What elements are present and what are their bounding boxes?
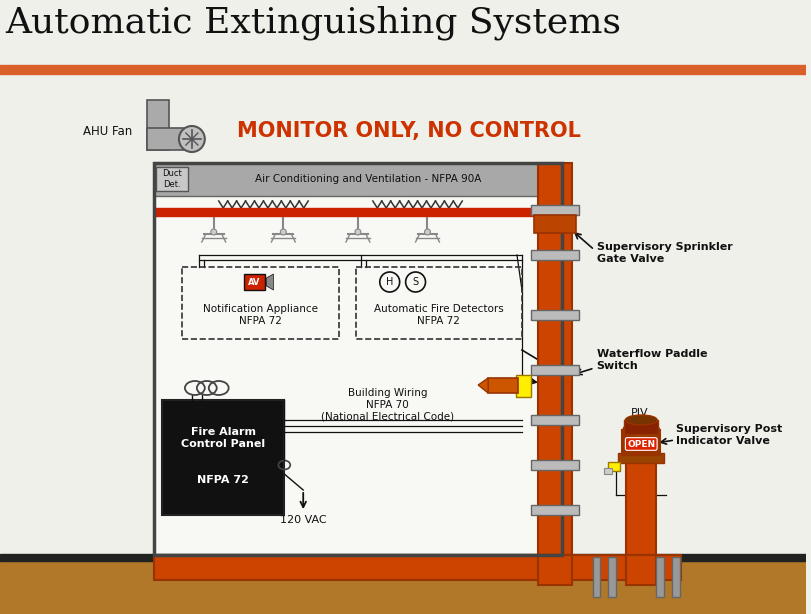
Bar: [147, 100, 169, 150]
Bar: [531, 205, 578, 215]
Text: Building Wiring
NFPA 70
(National Electrical Code): Building Wiring NFPA 70 (National Electr…: [321, 389, 454, 422]
Bar: [608, 462, 620, 471]
Ellipse shape: [625, 415, 657, 425]
Bar: [538, 163, 572, 555]
Bar: [154, 555, 681, 580]
Bar: [531, 365, 578, 375]
Text: Automatic Extinguishing Systems: Automatic Extinguishing Systems: [5, 5, 621, 39]
Circle shape: [281, 229, 286, 235]
Bar: [162, 400, 285, 515]
Text: MONITOR ONLY, NO CONTROL: MONITOR ONLY, NO CONTROL: [237, 121, 581, 141]
Bar: [618, 453, 664, 463]
Bar: [516, 375, 531, 397]
Text: Duct
Det.: Duct Det.: [162, 169, 182, 188]
Bar: [531, 310, 578, 320]
Text: Supervisory Sprinkler
Gate Valve: Supervisory Sprinkler Gate Valve: [597, 242, 732, 264]
Bar: [531, 415, 578, 425]
Text: PIV: PIV: [630, 408, 648, 418]
Text: AV: AV: [248, 278, 260, 287]
Bar: [0, 554, 806, 561]
Bar: [154, 163, 562, 196]
Bar: [608, 557, 616, 597]
Bar: [154, 163, 562, 555]
Ellipse shape: [624, 422, 659, 438]
Bar: [538, 555, 572, 585]
Bar: [604, 468, 612, 474]
Bar: [531, 460, 578, 470]
Bar: [626, 430, 656, 555]
Polygon shape: [478, 378, 488, 393]
Bar: [154, 208, 562, 216]
Text: Automatic Fire Detectors
NFPA 72: Automatic Fire Detectors NFPA 72: [374, 304, 504, 326]
Circle shape: [355, 229, 361, 235]
Bar: [488, 378, 518, 393]
Text: S: S: [413, 277, 418, 287]
Polygon shape: [267, 274, 273, 290]
Bar: [147, 128, 192, 150]
Text: 120 VAC: 120 VAC: [280, 515, 327, 525]
Bar: [593, 557, 600, 597]
Bar: [0, 558, 806, 614]
Text: Fire Alarm
Control Panel: Fire Alarm Control Panel: [181, 427, 265, 449]
Bar: [531, 250, 578, 260]
Bar: [672, 557, 680, 597]
Bar: [182, 267, 339, 339]
Bar: [156, 167, 188, 191]
Bar: [356, 267, 522, 339]
Circle shape: [179, 126, 205, 152]
Text: AHU Fan: AHU Fan: [83, 125, 131, 138]
Text: H: H: [386, 277, 393, 287]
Text: NFPA 72: NFPA 72: [197, 475, 249, 485]
Text: Supervisory Post
Indicator Valve: Supervisory Post Indicator Valve: [676, 424, 783, 446]
Bar: [154, 163, 562, 555]
Circle shape: [211, 229, 217, 235]
Text: Air Conditioning and Ventilation - NFPA 90A: Air Conditioning and Ventilation - NFPA …: [255, 174, 481, 184]
Text: Waterflow Paddle
Switch: Waterflow Paddle Switch: [597, 349, 707, 371]
Bar: [243, 274, 265, 290]
Bar: [626, 555, 656, 585]
Text: OPEN: OPEN: [627, 440, 655, 448]
Bar: [656, 557, 664, 597]
Bar: [622, 430, 660, 455]
Bar: [624, 420, 659, 434]
Circle shape: [424, 229, 431, 235]
Bar: [534, 215, 576, 233]
Bar: [531, 505, 578, 515]
Bar: [0, 65, 806, 74]
Text: Notification Appliance
NFPA 72: Notification Appliance NFPA 72: [203, 304, 318, 326]
